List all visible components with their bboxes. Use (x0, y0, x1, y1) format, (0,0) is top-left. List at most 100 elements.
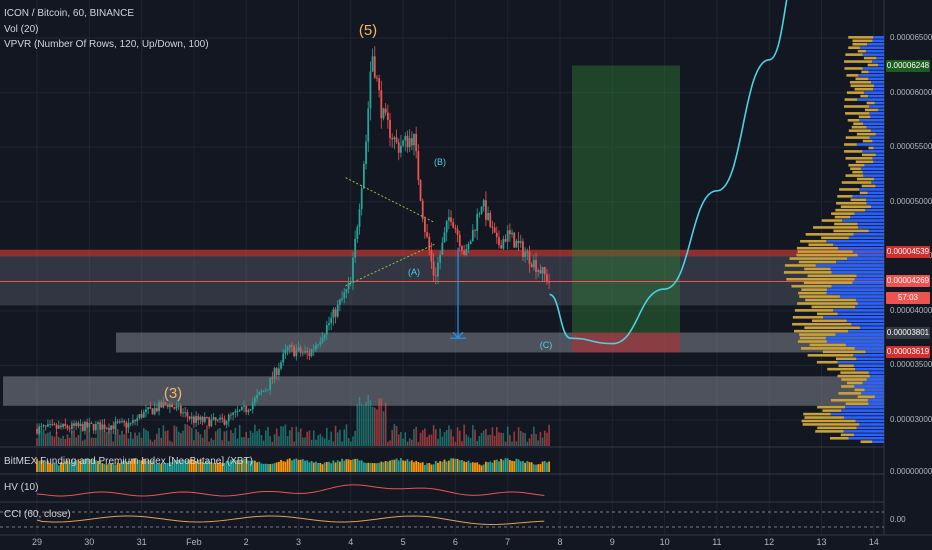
cci-pane-title[interactable]: CCI (60, close) (4, 509, 71, 520)
vp-bar-down (807, 354, 854, 357)
candle-body (155, 408, 158, 412)
volume-bar (513, 431, 516, 446)
vp-bar-down (860, 440, 873, 444)
candle-body (264, 390, 267, 391)
funding-bar (84, 459, 86, 472)
volume-bar (312, 430, 315, 446)
funding-bar (38, 460, 41, 472)
volume-legend[interactable]: Vol (20) (4, 24, 39, 35)
volume-bar (269, 436, 271, 446)
candle-body (447, 217, 450, 221)
funding-bar (389, 460, 391, 472)
volume-bar (480, 432, 483, 446)
funding-bar (46, 460, 49, 472)
funding-bar (319, 463, 322, 472)
vp-bar-up (853, 354, 884, 357)
candle-body (513, 232, 516, 248)
funding-bar (315, 461, 317, 472)
funding-bar (419, 462, 422, 472)
candle-body (254, 397, 256, 403)
vp-bar-up (826, 288, 884, 291)
funding-bar (504, 458, 507, 472)
funding-bar (365, 463, 367, 472)
candle-body (193, 416, 195, 423)
hv-pane-title[interactable]: HV (10) (4, 482, 39, 493)
volume-bar (421, 430, 424, 446)
funding-bar (277, 461, 280, 472)
vp-bar-down (846, 91, 864, 94)
volume-bar (354, 430, 356, 446)
volume-bar (443, 432, 446, 446)
vp-bar-down (845, 157, 873, 160)
funding-bar (437, 462, 439, 472)
candle-body (208, 417, 211, 427)
volume-bar (546, 432, 548, 446)
candle-body (286, 347, 289, 351)
funding-bar (116, 462, 119, 472)
candle-body (62, 423, 65, 428)
price-tag: 0.00004539 (886, 246, 930, 259)
funding-bar (495, 459, 498, 472)
vp-bar-up (857, 302, 884, 305)
vp-bar-down (850, 167, 861, 170)
funding-bar (400, 458, 402, 472)
volume-bar (302, 437, 304, 446)
price-tag: 0.00004269 (886, 275, 930, 288)
funding-bar (474, 462, 476, 472)
vp-bar-up (859, 326, 884, 329)
candle-body (371, 56, 374, 72)
vp-bar-down (816, 360, 838, 364)
volume-bar (262, 440, 265, 446)
volume-bar (234, 427, 237, 446)
candle-body (232, 412, 235, 415)
funding-bar (321, 464, 324, 472)
candle-body (36, 428, 38, 434)
funding-bar (334, 462, 337, 472)
funding-bar (312, 462, 315, 472)
vp-bar-down (844, 105, 869, 108)
vp-bar-up (868, 229, 884, 233)
volume-bar (88, 425, 91, 446)
vp-bar-down (854, 87, 874, 91)
candle-body (339, 299, 341, 305)
support-zone (116, 332, 884, 353)
vp-bar-up (826, 239, 884, 243)
funding-pane-title[interactable]: BitMEX Funding and Premium Index [NeoBut… (4, 456, 254, 467)
vp-bar-down (852, 170, 863, 174)
vpvr-legend[interactable]: VPVR (Number Of Rows, 120, Up/Down, 100) (4, 39, 209, 50)
candle-body (317, 344, 320, 346)
volume-bar (177, 431, 180, 446)
funding-bar (108, 462, 110, 472)
volume-bar (114, 424, 117, 446)
volume-bar (367, 394, 370, 446)
volume-bar (97, 425, 99, 446)
volume-bar (541, 437, 544, 446)
candle-body (177, 405, 180, 407)
vp-bar-up (836, 260, 884, 264)
funding-bar (406, 459, 409, 472)
volume-bar (530, 433, 533, 446)
volume-bar (321, 436, 324, 446)
funding-bar (249, 460, 252, 472)
vp-bar-down (868, 146, 874, 150)
vp-bar-up (875, 153, 884, 157)
vp-bar-up (855, 419, 884, 423)
vp-bar-down (856, 132, 876, 136)
vp-bar-up (831, 284, 884, 288)
funding-bar (243, 458, 245, 472)
hv-line (36, 484, 545, 497)
vp-bar-down (848, 163, 865, 167)
volume-bar (153, 439, 156, 446)
symbol-legend[interactable]: ICON / Bitcoin, 60, BINANCE (4, 8, 135, 19)
volume-bar (121, 430, 123, 446)
volume-bar (84, 439, 86, 446)
volume-bar (160, 437, 163, 446)
candle-body (456, 229, 459, 235)
vp-bar-down (855, 77, 869, 81)
volume-bar (245, 431, 247, 446)
vp-bar-down (809, 343, 846, 347)
candle-body (515, 240, 518, 248)
funding-bar (60, 462, 62, 472)
volume-bar (195, 429, 197, 446)
